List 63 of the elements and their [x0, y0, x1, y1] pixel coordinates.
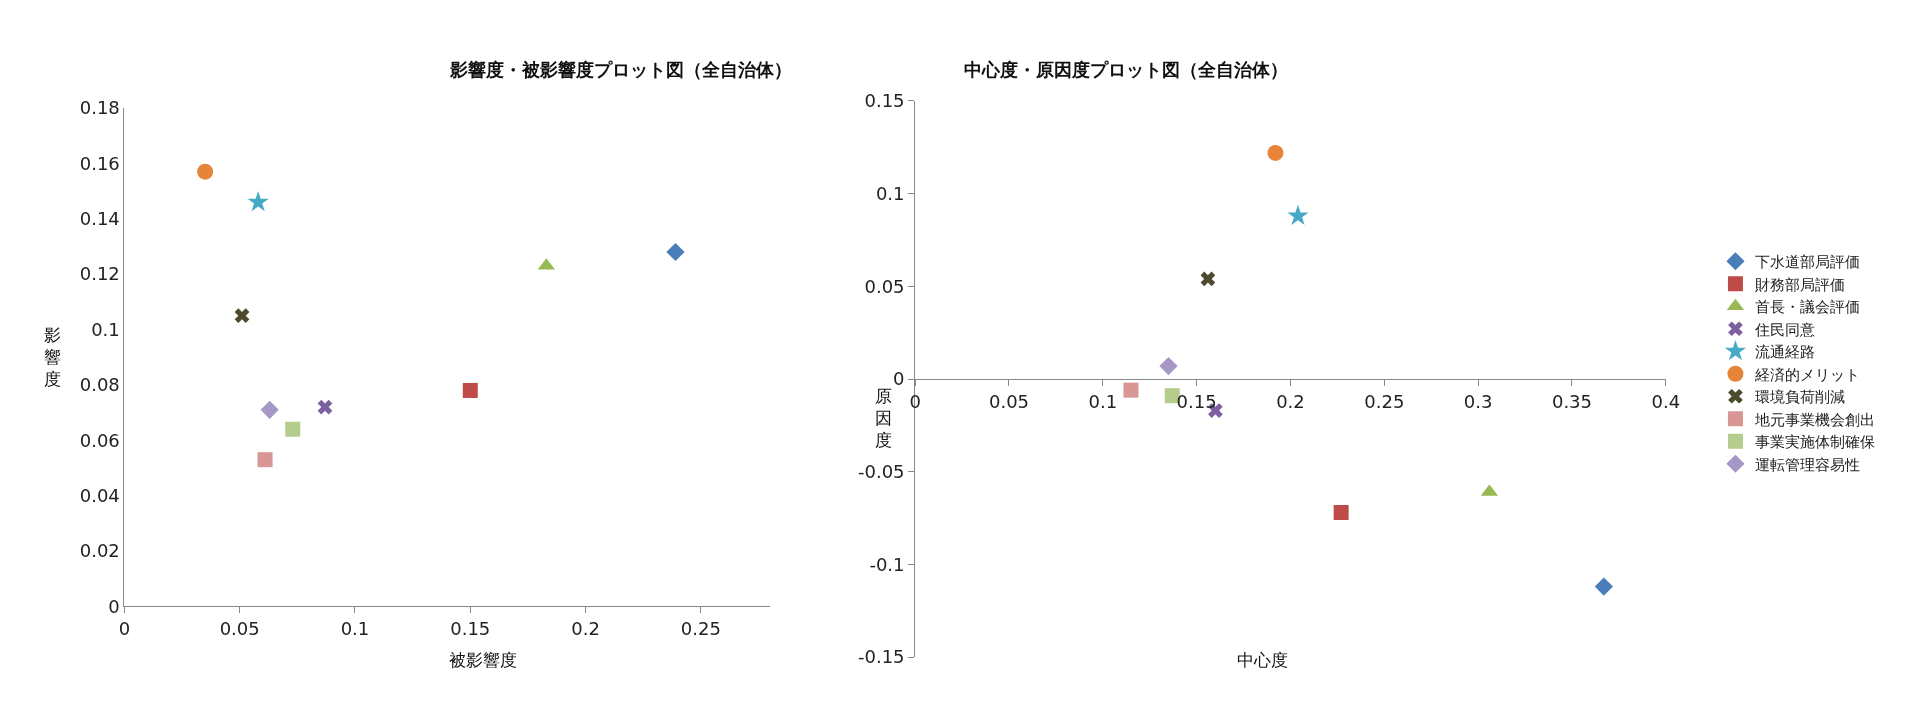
point	[1287, 204, 1309, 225]
y-tick-label: 0.1	[91, 318, 120, 340]
y-tick-label: 0.15	[864, 90, 905, 112]
legend-label: 地元事業機会創出	[1754, 410, 1876, 429]
x-axis-title: 被影響度	[449, 650, 517, 670]
point	[257, 452, 273, 468]
y-tick-label: 0.04	[79, 484, 120, 506]
x-tick-label: 0.15	[450, 618, 491, 640]
legend-label: 住民同意	[1754, 320, 1816, 339]
point	[317, 399, 333, 415]
point	[260, 400, 279, 419]
legend-label: 経済的メリット	[1754, 365, 1861, 384]
x-tick-label: 0	[909, 390, 921, 412]
point	[1159, 356, 1178, 376]
x-tick-label: 0.4	[1651, 390, 1681, 412]
point	[1123, 382, 1139, 398]
y-tick-label: -0.15	[857, 646, 905, 668]
x-tick-label: 0.05	[219, 618, 260, 640]
x-tick-label: 0.1	[340, 618, 370, 640]
point	[234, 308, 250, 324]
legend-label: 下水道部局評価	[1755, 253, 1861, 272]
point	[1267, 144, 1284, 161]
x-tick-label: 0.35	[1551, 390, 1592, 412]
legend-label: 流通経路	[1755, 343, 1816, 362]
point	[1333, 504, 1349, 520]
y-axis-title: 原因度	[875, 386, 892, 451]
x-tick-label: 0.2	[1276, 390, 1305, 412]
y-axis-title: 影響度	[44, 325, 61, 390]
x-tick-label: 0.15	[1176, 390, 1217, 412]
y-tick-label: 0.06	[79, 429, 120, 451]
x-tick-label: 0.25	[1364, 390, 1405, 412]
y-tick-label: -0.1	[869, 553, 905, 575]
chart-title: 影響度・被影響度プロット図（全自治体）	[449, 59, 792, 80]
y-tick-label: 0.12	[79, 263, 120, 285]
y-tick-label: 0.05	[864, 275, 905, 297]
x-tick-label: 0.05	[988, 390, 1030, 412]
x-axis-title: 中心度	[1237, 650, 1288, 670]
point	[666, 242, 685, 262]
y-tick-label: 0	[893, 368, 905, 390]
point	[197, 163, 214, 180]
chart-title: 中心度・原因度プロット図（全自治体）	[964, 59, 1288, 80]
x-tick-label: 0.25	[680, 618, 721, 640]
y-tick-label: 0.16	[79, 152, 120, 174]
point	[247, 190, 269, 212]
y-tick-label: 0.1	[875, 182, 905, 204]
x-tick-label: 0.2	[571, 618, 600, 640]
y-tick-label: 0.14	[79, 208, 120, 230]
point	[462, 382, 478, 398]
point	[285, 421, 301, 437]
legend-label: 運転管理容易性	[1755, 455, 1861, 474]
legend-label: 首長・議会評価	[1755, 298, 1861, 317]
legend-label: 環境負荷削減	[1755, 388, 1846, 407]
y-tick-label: 0.18	[79, 97, 120, 119]
point	[1200, 271, 1216, 287]
y-tick-label: 0.02	[79, 540, 120, 562]
y-tick-label: 0	[108, 595, 120, 617]
legend-label: 財務部局評価	[1755, 275, 1846, 294]
legend-label: 事業実施体制確保	[1755, 433, 1876, 452]
x-tick-label: 0.3	[1463, 390, 1493, 412]
y-tick-label: -0.05	[857, 461, 905, 482]
x-tick-label: 0.1	[1088, 390, 1118, 412]
y-tick-label: 0.08	[79, 374, 120, 396]
point	[1594, 577, 1613, 596]
